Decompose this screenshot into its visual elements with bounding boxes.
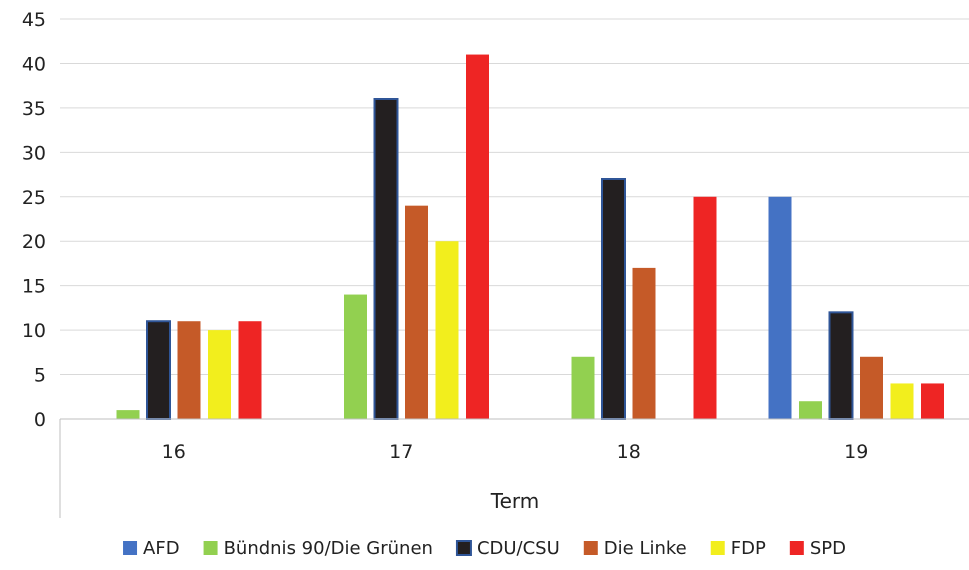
legend-swatch (123, 541, 138, 555)
legend-swatch (203, 541, 218, 555)
bar-cdu-csu-term-19 (828, 311, 854, 421)
bar-cdu-csu-term-17 (373, 98, 399, 420)
x-tick-label: 17 (389, 441, 413, 463)
legend-label: Die Linke (604, 538, 687, 559)
y-tick-label: 35 (22, 98, 46, 120)
legend-swatch (789, 541, 804, 555)
bar-fdp-term-16 (208, 330, 231, 419)
legend-label: AFD (143, 538, 180, 559)
bar-spd-term-19 (921, 383, 944, 419)
y-tick-label: 5 (34, 365, 46, 387)
legend-label: SPD (810, 538, 846, 559)
legend-label: CDU/CSU (477, 538, 560, 559)
y-tick-label: 25 (22, 187, 46, 209)
bars (116, 54, 944, 421)
x-tick-label: 18 (617, 441, 641, 463)
x-tick-label: 19 (844, 441, 868, 463)
bar-spd-term-17 (466, 54, 489, 420)
bar-spd-term-16 (238, 321, 262, 419)
y-tick-label: 40 (22, 53, 46, 75)
bar-afd-term-19 (768, 196, 792, 419)
legend-item-cdu-csu: CDU/CSU (455, 538, 560, 559)
legend-swatch (710, 541, 725, 555)
y-tick-label: 15 (22, 276, 46, 298)
bar-spd-term-18 (693, 196, 717, 419)
y-tick-label: 20 (22, 231, 46, 253)
legend-label: Bündnis 90/Die Grünen (224, 538, 433, 559)
bar-die-linke-term-16 (177, 321, 201, 419)
legend-item-afd: AFD (123, 538, 180, 559)
y-tick-label: 30 (22, 142, 46, 164)
y-tick-label: 10 (22, 320, 46, 342)
x-tick-label: 16 (162, 441, 186, 463)
legend-swatch (455, 540, 472, 556)
bar-die-linke-term-17 (405, 205, 428, 419)
legend-item-spd: SPD (789, 538, 846, 559)
bar-die-linke-term-19 (860, 356, 883, 419)
legend: AFD Bündnis 90/Die Grünen CDU/CSU Die Linke… (123, 538, 846, 559)
y-tick-label: 45 (22, 9, 46, 31)
legend-item-fdp: FDP (710, 538, 766, 559)
bar-fdp-term-17 (435, 241, 459, 419)
bar-die-linke-term-18 (632, 267, 656, 419)
legend-swatch (583, 541, 598, 555)
bar-b-ndnis-90-die-gr-nen-term-16 (116, 410, 140, 419)
x-axis-title: Term (490, 489, 539, 513)
bar-cdu-csu-term-18 (601, 178, 626, 420)
legend-label: FDP (731, 538, 766, 559)
bar-fdp-term-19 (890, 383, 914, 419)
bar-b-ndnis-90-die-gr-nen-term-19 (799, 401, 822, 419)
legend-item-b-ndnis-90-die-gr-nen: Bündnis 90/Die Grünen (203, 538, 433, 559)
y-axis-tick-labels: 0 5 10 15 20 25 30 35 40 45 (22, 9, 46, 431)
y-tick-label: 0 (34, 409, 46, 431)
legend-item-die-linke: Die Linke (583, 538, 687, 559)
bar-b-ndnis-90-die-gr-nen-term-17 (344, 294, 367, 419)
bar-b-ndnis-90-die-gr-nen-term-18 (571, 356, 595, 419)
bar-cdu-csu-term-16 (146, 320, 171, 421)
x-axis: 16 17 18 19 (59, 418, 969, 518)
